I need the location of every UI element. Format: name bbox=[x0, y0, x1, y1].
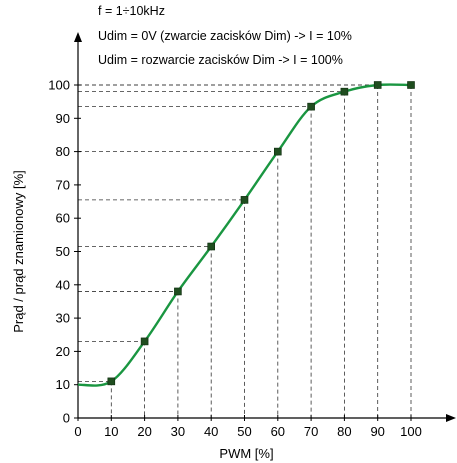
y-axis-arrowhead bbox=[74, 32, 82, 42]
y-tick-label: 10 bbox=[56, 377, 70, 392]
y-tick-label: 30 bbox=[56, 311, 70, 326]
y-tick-label: 100 bbox=[48, 78, 70, 93]
axes bbox=[74, 32, 456, 422]
x-tick-label: 100 bbox=[400, 424, 422, 439]
data-point-marker bbox=[340, 87, 349, 96]
y-tick-label: 80 bbox=[56, 144, 70, 159]
x-tick-label: 80 bbox=[337, 424, 351, 439]
x-tick-label: 70 bbox=[304, 424, 318, 439]
ticks: 0 10 20 30 40 50 60 70 80 90 100 0 10 20 30 40 50 60 70 80 9… bbox=[48, 78, 422, 440]
data-point-marker bbox=[107, 377, 116, 386]
x-axis-arrowhead bbox=[446, 414, 456, 422]
y-tick-label: 0 bbox=[63, 411, 70, 426]
markers-group bbox=[107, 81, 415, 386]
data-point-marker bbox=[140, 337, 149, 346]
x-tick-label: 50 bbox=[237, 424, 251, 439]
data-point-marker bbox=[307, 102, 315, 111]
y-tick-label: 40 bbox=[56, 277, 70, 292]
x-tick-label: 20 bbox=[137, 424, 151, 439]
y-tick-label: 60 bbox=[56, 211, 70, 226]
annotation-frequency: f = 1÷10kHz bbox=[98, 4, 165, 18]
x-tick-label: 30 bbox=[171, 424, 185, 439]
x-axis-title: PWM [%] bbox=[219, 446, 273, 461]
data-point-marker bbox=[407, 81, 415, 89]
annotation-udim-short: Udim = 0V (zwarcie zacisków Dim) -> I = … bbox=[98, 29, 352, 43]
y-tick-label: 90 bbox=[56, 111, 70, 126]
y-tick-label: 70 bbox=[56, 177, 70, 192]
data-point-marker bbox=[207, 242, 215, 251]
x-tick-label: 90 bbox=[370, 424, 384, 439]
annotation-udim-open: Udim = rozwarcie zacisków Dim -> I = 100… bbox=[98, 53, 343, 67]
data-point-marker bbox=[273, 147, 282, 156]
x-tick-label: 40 bbox=[204, 424, 218, 439]
x-tick-label: 60 bbox=[271, 424, 285, 439]
y-tick-label: 50 bbox=[56, 244, 70, 259]
data-point-marker bbox=[174, 287, 182, 296]
y-tick-label: 20 bbox=[56, 344, 70, 359]
y-axis-title: Prąd / prąd znamionowy [%] bbox=[11, 170, 26, 333]
reference-lines bbox=[78, 84, 412, 418]
x-tick-label: 10 bbox=[104, 424, 118, 439]
data-point-marker bbox=[240, 196, 249, 204]
data-point-marker bbox=[373, 81, 382, 89]
x-tick-label: 0 bbox=[74, 424, 81, 439]
